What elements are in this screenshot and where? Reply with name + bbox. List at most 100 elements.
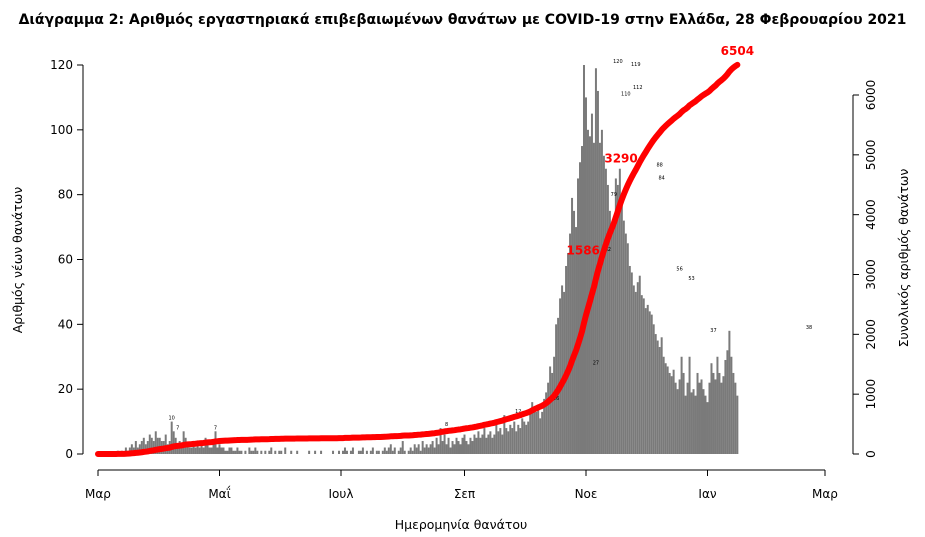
bar-day-250 xyxy=(594,68,597,454)
bar-day-243 xyxy=(581,146,583,454)
bar-day-309 xyxy=(712,372,715,454)
bar-day-138 xyxy=(371,447,374,454)
bar-day-60 xyxy=(216,447,219,454)
bar-day-271 xyxy=(636,282,639,454)
bar-day-87 xyxy=(270,447,273,454)
left-y-axis-title: Αριθμός νέων θανάτων xyxy=(10,187,25,334)
bar-day-172 xyxy=(439,428,442,454)
bar-day-178 xyxy=(451,441,454,454)
bar-day-209 xyxy=(513,421,516,454)
bar-day-282 xyxy=(658,347,661,454)
bar-day-275 xyxy=(644,308,647,454)
bar-day-302 xyxy=(698,382,701,454)
bar-day-223 xyxy=(541,411,544,454)
bar-day-71 xyxy=(238,450,241,454)
bar-day-297 xyxy=(688,356,691,454)
x-axis: Μαρ Μαΐ Ιουλ Σεπ Νοε Ιαν Μαρ xyxy=(85,469,838,501)
bar-day-265 xyxy=(624,233,627,454)
right-tick-label-0: 0 xyxy=(864,450,878,458)
bar-label-1: 7 xyxy=(176,425,179,431)
bar-day-269 xyxy=(632,285,635,454)
bar-day-320 xyxy=(734,382,737,454)
bar-day-194 xyxy=(483,428,486,454)
bar-day-48 xyxy=(192,444,195,454)
bar-day-118 xyxy=(332,450,335,454)
bar-day-252 xyxy=(598,142,601,455)
bar-day-279 xyxy=(652,324,655,454)
bar-day-144 xyxy=(383,447,386,454)
bar-day-38 xyxy=(172,431,175,454)
bar-label-10: 110 xyxy=(621,91,631,97)
bar-day-241 xyxy=(577,178,580,455)
bar-label-16: 53 xyxy=(688,276,694,282)
bar-day-156 xyxy=(407,450,410,454)
bar-day-97 xyxy=(290,450,293,454)
bar-day-30 xyxy=(156,437,159,454)
bar-day-165 xyxy=(425,444,428,454)
bar-day-294 xyxy=(682,372,685,454)
bar-day-240 xyxy=(575,227,578,454)
bar-day-121 xyxy=(338,450,341,454)
bar-day-77 xyxy=(250,450,253,454)
bar-day-160 xyxy=(415,447,418,454)
bar-day-23 xyxy=(142,437,145,454)
bar-day-200 xyxy=(495,424,498,454)
bar-day-123 xyxy=(341,450,344,454)
bar-day-315 xyxy=(724,359,727,454)
bar-day-216 xyxy=(527,421,530,454)
bar-day-64 xyxy=(224,450,227,454)
bar-day-27 xyxy=(150,437,153,454)
bar-day-290 xyxy=(674,382,677,454)
bar-label-17: 37 xyxy=(710,328,716,334)
bar-day-55 xyxy=(206,444,209,454)
bar-label-5: 16 xyxy=(553,396,559,402)
left-tick-label-5: 100 xyxy=(50,123,73,137)
left-tick-label-4: 80 xyxy=(58,188,73,202)
bar-day-176 xyxy=(447,437,450,454)
bar-day-31 xyxy=(158,437,161,454)
bar-day-295 xyxy=(684,395,687,454)
bar-day-208 xyxy=(511,428,514,454)
left-tick-label-1: 20 xyxy=(58,382,73,396)
bar-day-193 xyxy=(481,434,484,454)
bar-day-246 xyxy=(586,129,589,455)
bar-day-238 xyxy=(571,197,574,455)
bar-day-128 xyxy=(351,447,354,454)
bar-day-233 xyxy=(561,285,564,454)
right-tick-label-6: 6000 xyxy=(864,80,878,111)
bar-day-221 xyxy=(537,408,540,454)
bar-day-293 xyxy=(680,356,683,454)
bar-day-63 xyxy=(222,447,225,454)
right-tick-label-4: 4000 xyxy=(864,199,878,230)
bar-day-203 xyxy=(501,434,504,454)
bar-day-205 xyxy=(505,428,508,454)
bar-day-218 xyxy=(531,402,534,454)
x-tick-label-6: Μαρ xyxy=(812,487,838,501)
bar-day-314 xyxy=(722,376,725,454)
bar-label-3: 8 xyxy=(445,422,448,428)
bar-day-214 xyxy=(523,421,526,454)
bar-day-42 xyxy=(180,444,183,454)
bar-day-29 xyxy=(154,431,157,454)
bar-day-306 xyxy=(706,402,709,454)
x-tick-label-3: Σεπ xyxy=(454,487,475,501)
bar-day-303 xyxy=(700,379,703,454)
bar-day-124 xyxy=(343,447,346,454)
bar-day-68 xyxy=(232,450,235,454)
bar-label-15: 56 xyxy=(676,266,682,272)
bar-day-273 xyxy=(640,295,643,454)
bar-day-270 xyxy=(634,291,637,454)
bar-day-254 xyxy=(602,155,605,454)
bar-day-145 xyxy=(385,450,388,454)
bar-day-260 xyxy=(614,178,617,455)
left-tick-label-3: 60 xyxy=(58,253,73,267)
bar-day-267 xyxy=(628,265,631,454)
bar-day-318 xyxy=(730,356,733,454)
bar-day-92 xyxy=(280,450,283,454)
bar-day-17 xyxy=(130,444,133,454)
bar-day-191 xyxy=(477,431,480,454)
bar-day-312 xyxy=(718,372,721,454)
bar-label-11: 119 xyxy=(631,62,641,68)
